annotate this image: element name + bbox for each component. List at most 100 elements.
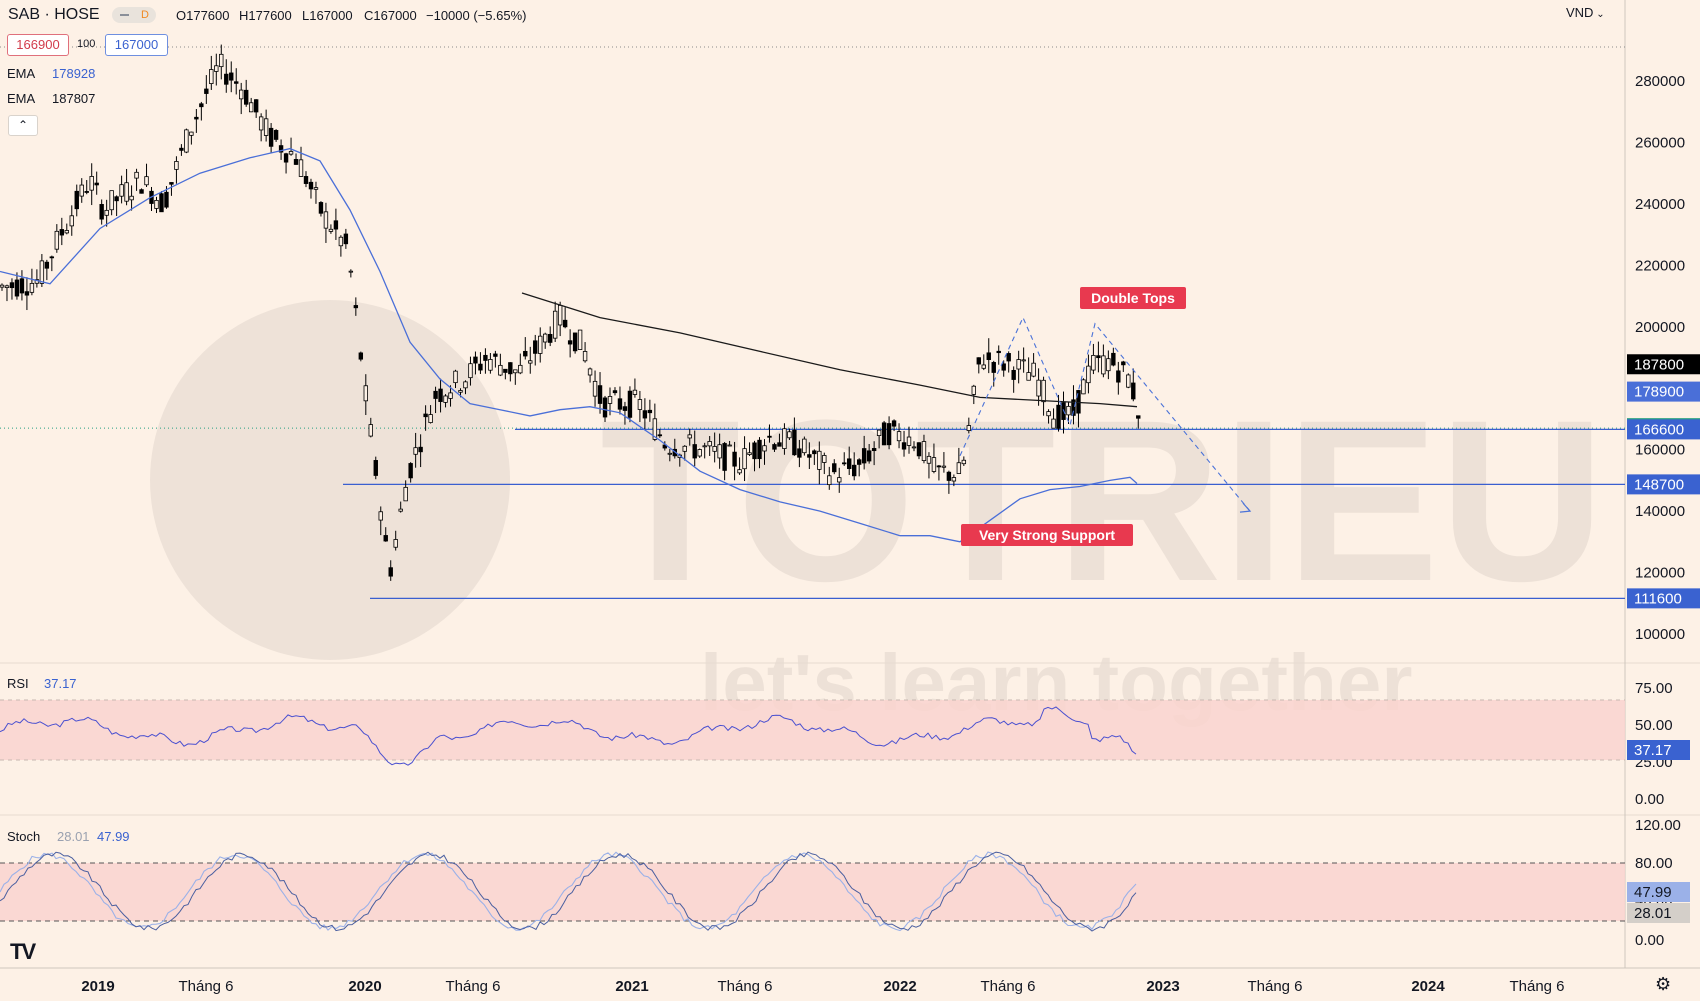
candle-body xyxy=(1091,355,1096,371)
candle-body xyxy=(1016,359,1021,370)
time-tick-label: Tháng 6 xyxy=(980,978,1035,995)
double-tops-label: Double Tops xyxy=(1091,290,1175,306)
ask-button[interactable]: 167000 xyxy=(105,34,168,56)
candle-body xyxy=(617,398,623,410)
interval-pill[interactable]: D xyxy=(112,7,156,23)
stoch-value-k: 47.99 xyxy=(97,829,130,844)
price-badge-label: 187800 xyxy=(1634,356,1684,373)
candle-body xyxy=(343,233,349,245)
candle-body xyxy=(14,279,20,297)
symbol-title[interactable]: SAB · HOSE xyxy=(8,6,100,23)
time-tick-label: 2021 xyxy=(615,978,648,995)
candle-body xyxy=(662,444,668,449)
candle-body xyxy=(1046,411,1051,417)
candle-body xyxy=(747,452,752,455)
candle-body xyxy=(443,395,448,403)
candle-body xyxy=(547,333,553,343)
candle-body xyxy=(273,130,279,140)
candle-body xyxy=(89,176,94,191)
candle-body xyxy=(1101,355,1106,375)
candle-body xyxy=(722,443,727,471)
candle-body xyxy=(881,422,887,446)
candle-body xyxy=(737,469,742,474)
candle-body xyxy=(607,396,613,404)
candle-body xyxy=(139,189,144,194)
candle-body xyxy=(777,442,782,447)
price-tick-label: 160000 xyxy=(1635,442,1685,459)
rsi-name[interactable]: RSI xyxy=(7,676,29,691)
candle-body xyxy=(49,256,55,259)
time-tick-label: 2024 xyxy=(1411,978,1445,995)
candle-body xyxy=(239,89,244,100)
ema-slow-name[interactable]: EMA xyxy=(7,91,36,106)
time-tick-label: 2020 xyxy=(348,978,381,995)
candle-body xyxy=(119,184,124,197)
time-tick-label: Tháng 6 xyxy=(445,978,500,995)
candle-body xyxy=(453,370,458,384)
candle-body xyxy=(493,353,498,357)
candle-body xyxy=(592,380,598,397)
candle-body xyxy=(189,131,194,136)
chevron-up-icon[interactable]: ⌃ xyxy=(8,115,38,136)
candle-body xyxy=(253,99,259,113)
candle-body xyxy=(368,424,373,437)
price-tick-label: 240000 xyxy=(1635,196,1685,213)
candle-body xyxy=(79,184,84,197)
candle-body xyxy=(871,448,877,452)
candle-body xyxy=(837,477,842,483)
candle-body xyxy=(911,446,917,449)
stoch-tick-label: 0.00 xyxy=(1635,932,1664,949)
candle-body xyxy=(1011,369,1016,380)
candle-body xyxy=(169,182,174,185)
bid-button[interactable]: 166900 xyxy=(7,34,69,56)
candle-body xyxy=(428,414,433,423)
stoch-tick-label: 120.00 xyxy=(1635,817,1681,834)
rsi-value: 37.17 xyxy=(44,676,77,691)
candle-body xyxy=(468,363,473,379)
candle-body xyxy=(1081,379,1086,395)
candle-body xyxy=(856,459,862,465)
candle-body xyxy=(99,204,104,220)
candle-body xyxy=(333,220,339,230)
candle-body xyxy=(552,310,558,339)
price-tick-label: 140000 xyxy=(1635,503,1685,520)
candle-body xyxy=(488,359,493,371)
annotation-boxes[interactable]: Double Tops Very Strong Support xyxy=(961,287,1186,546)
stoch-value-d: 28.01 xyxy=(57,829,90,844)
candle-body xyxy=(896,431,902,442)
candle-body xyxy=(268,127,274,147)
currency-menu[interactable]: VND ⌄ xyxy=(1566,5,1605,20)
candle-body xyxy=(627,390,633,418)
stoch-name[interactable]: Stoch xyxy=(7,829,41,844)
candle-body xyxy=(538,335,543,354)
price-badge-bg xyxy=(1627,419,1700,440)
ema-fast-name[interactable]: EMA xyxy=(7,66,36,81)
candle-body xyxy=(348,270,354,273)
price-badge-bg xyxy=(1627,474,1700,495)
ema_slow-line xyxy=(521,292,1138,408)
candle-body xyxy=(602,397,608,418)
projection-lines xyxy=(959,316,1252,513)
candle-body xyxy=(59,229,65,236)
double-tops-box xyxy=(1080,287,1186,309)
gear-icon[interactable]: ⚙ xyxy=(1655,974,1672,994)
candle-body xyxy=(1026,372,1031,381)
candle-body xyxy=(363,385,369,402)
rsi-series xyxy=(0,706,1137,766)
minus-icon xyxy=(120,14,129,16)
candle-body xyxy=(388,567,393,577)
time-axis[interactable]: 2019 Tháng 6 2020 Tháng 6 2021 Tháng 6 2022 Thá… xyxy=(81,978,1564,995)
candle-body xyxy=(687,434,692,439)
candle-body xyxy=(503,368,508,373)
candle-body xyxy=(278,145,284,153)
candle-body xyxy=(498,364,503,376)
candle-body xyxy=(916,442,922,457)
candle-body xyxy=(154,200,159,209)
candle-body xyxy=(572,332,578,352)
candle-body xyxy=(39,260,45,284)
support-label: Very Strong Support xyxy=(979,527,1115,543)
tradingview-logo-icon[interactable]: TV xyxy=(10,939,36,964)
